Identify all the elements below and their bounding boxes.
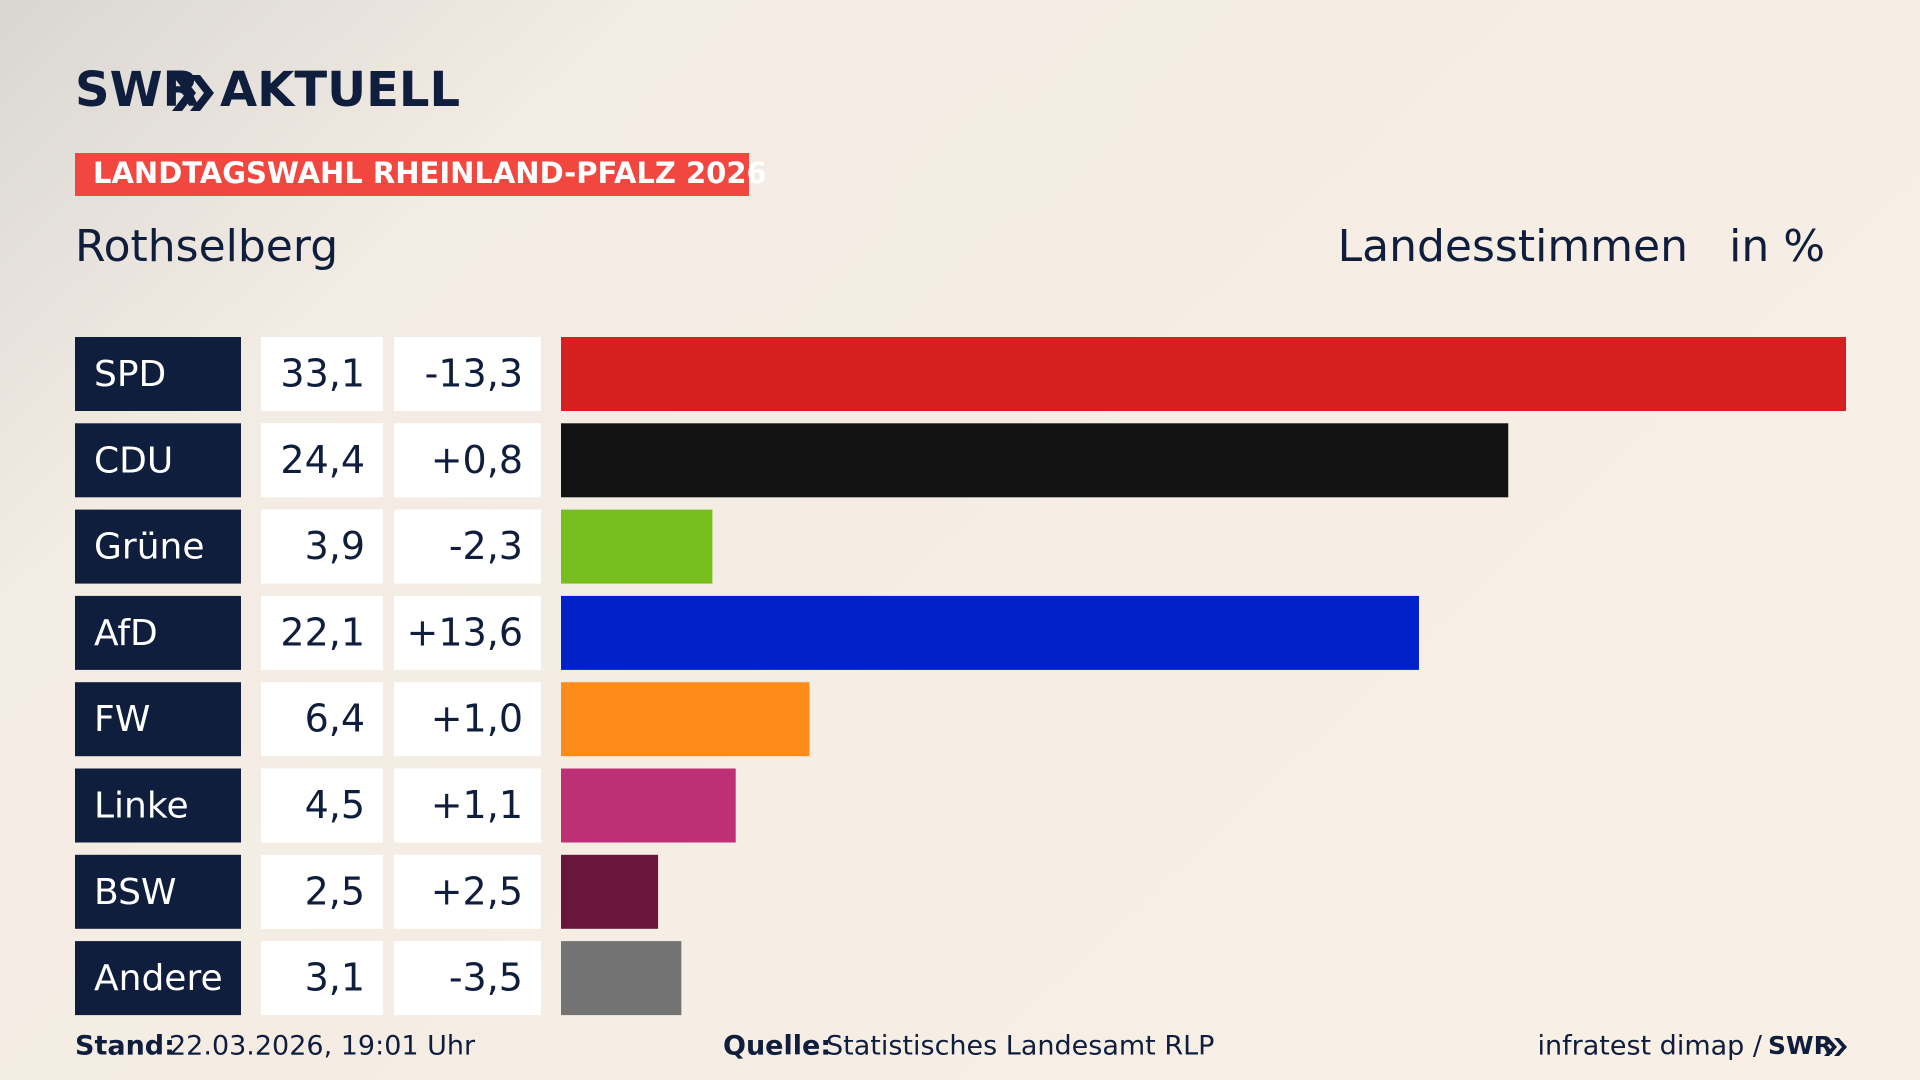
party-name: Andere <box>94 958 223 999</box>
value-cell <box>261 337 383 411</box>
party-name: SPD <box>94 354 166 395</box>
party-cell <box>75 682 241 757</box>
party-name: Linke <box>94 786 189 827</box>
logo-chevrons <box>172 75 214 111</box>
change-cell <box>394 423 541 498</box>
party-cell <box>75 941 241 1016</box>
value-cell <box>261 768 383 843</box>
bar <box>561 941 682 1016</box>
change-cell <box>394 595 541 670</box>
change-label: +13,6 <box>407 610 523 654</box>
bar <box>561 423 1509 498</box>
value-cell <box>261 595 383 670</box>
change-label: -2,3 <box>449 524 523 568</box>
change-cell <box>394 509 541 584</box>
bar <box>561 337 1846 411</box>
change-label: -13,3 <box>425 352 523 396</box>
change-label: +2,5 <box>431 869 523 913</box>
party-name: BSW <box>94 872 177 913</box>
value-label: 6,4 <box>305 697 365 741</box>
value-cell <box>261 941 383 1016</box>
date-label: Stand: <box>75 1031 175 1062</box>
badge-text: LANDTAGSWAHL RHEINLAND-PFALZ 2026 <box>93 156 767 190</box>
value-cell <box>261 854 383 929</box>
source: Statistisches Landesamt RLP <box>826 1031 1214 1062</box>
party-cell <box>75 423 241 498</box>
change-label: +1,1 <box>431 783 523 827</box>
measure: Landesstimmen <box>1338 221 1688 272</box>
change-label: +0,8 <box>431 438 523 482</box>
change-label: -3,5 <box>449 956 523 1000</box>
rows: SPD 33,1 -13,3 CDU 24,4 +0,8 Grüne 3,9 -2,3 AfD 22… <box>75 337 1846 1016</box>
bar <box>561 509 713 584</box>
source-label: Quelle: <box>723 1031 831 1062</box>
value-label: 22,1 <box>280 610 365 654</box>
party-cell <box>75 337 241 411</box>
party-cell <box>75 595 241 670</box>
value-label: 2,5 <box>305 869 365 913</box>
party-cell <box>75 509 241 584</box>
change-cell <box>394 682 541 757</box>
party-cell <box>75 854 241 929</box>
change-cell <box>394 941 541 1016</box>
credit-chevrons <box>1824 1038 1847 1056</box>
value-label: 4,5 <box>305 783 365 827</box>
value-cell <box>261 509 383 584</box>
change-cell <box>394 337 541 411</box>
party-name: CDU <box>94 440 173 481</box>
value-label: 24,4 <box>280 438 365 482</box>
party-name: Grüne <box>94 527 204 568</box>
change-label: +1,0 <box>431 697 523 741</box>
brand: AKTUELL <box>220 62 460 118</box>
value-label: 3,9 <box>305 524 365 568</box>
bar <box>561 854 659 929</box>
bar <box>561 768 736 843</box>
party-name: FW <box>94 699 150 740</box>
credit-logo: SWR <box>1768 1031 1833 1060</box>
change-cell <box>394 768 541 843</box>
date: 22.03.2026, 19:01 Uhr <box>169 1031 476 1062</box>
value-cell <box>261 423 383 498</box>
party-name: AfD <box>94 613 158 654</box>
value-label: 33,1 <box>280 352 365 396</box>
badge <box>75 153 749 196</box>
chart-title: Rothselberg <box>75 221 338 272</box>
change-cell <box>394 854 541 929</box>
party-cell <box>75 768 241 843</box>
value-label: 3,1 <box>305 956 365 1000</box>
unit: in % <box>1729 221 1825 272</box>
bar <box>561 682 810 757</box>
bar <box>561 595 1419 670</box>
value-cell <box>261 682 383 757</box>
credit: infratest dimap / <box>1537 1031 1762 1062</box>
